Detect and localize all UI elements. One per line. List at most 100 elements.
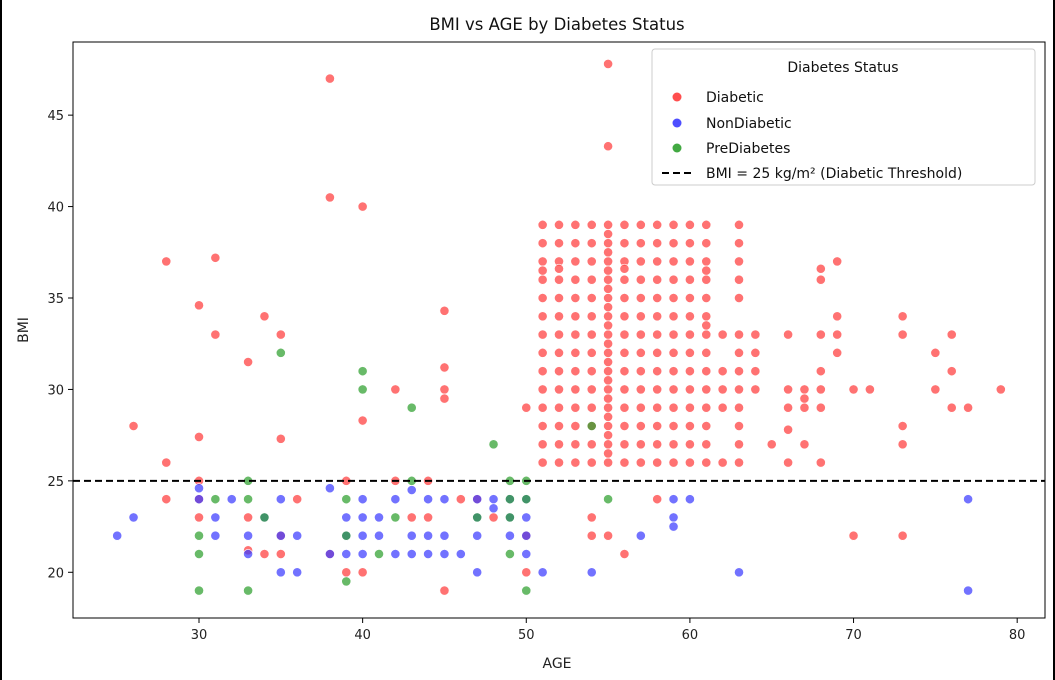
data-point-diabetic	[537, 347, 548, 358]
data-point-diabetic	[799, 393, 810, 404]
y-tick-label: 40	[47, 201, 64, 216]
data-point-diabetic	[652, 402, 663, 413]
data-point-diabetic	[194, 512, 204, 523]
data-point-diabetic	[652, 274, 663, 285]
data-point-diabetic	[897, 530, 908, 541]
data-point-diabetic	[439, 393, 450, 404]
data-point-diabetic	[701, 265, 712, 276]
data-point-diabetic	[603, 384, 613, 395]
data-point-diabetic	[243, 357, 253, 367]
data-point-diabetic	[635, 219, 646, 230]
data-point-prediabetes	[194, 549, 204, 559]
data-point-diabetic	[685, 329, 695, 340]
data-point-diabetic	[554, 384, 564, 395]
data-point-diabetic	[603, 347, 613, 358]
data-point-diabetic	[734, 421, 744, 431]
data-point-diabetic	[619, 421, 630, 431]
data-point-diabetic	[815, 384, 826, 395]
data-point-diabetic	[701, 329, 712, 340]
data-point-diabetic	[603, 430, 613, 441]
data-point-diabetic	[652, 494, 663, 505]
data-point-diabetic	[586, 274, 597, 285]
data-point-diabetic	[554, 347, 564, 358]
x-tick-label: 40	[354, 628, 371, 643]
data-point-diabetic	[554, 421, 564, 431]
data-point-nondiabetic	[275, 530, 286, 541]
data-point-diabetic	[701, 384, 712, 395]
data-point-nondiabetic	[292, 530, 303, 541]
data-point-diabetic	[750, 384, 761, 395]
data-point-diabetic	[783, 329, 793, 340]
data-point-diabetic	[619, 549, 630, 559]
data-point-nondiabetic	[226, 494, 237, 505]
data-point-diabetic	[357, 567, 368, 578]
data-point-diabetic	[635, 311, 646, 322]
data-point-diabetic	[554, 329, 564, 340]
data-point-diabetic	[554, 219, 564, 230]
data-point-prediabetes	[243, 585, 253, 596]
data-point-diabetic	[603, 357, 613, 367]
data-point-diabetic	[586, 384, 597, 395]
data-point-diabetic	[603, 59, 613, 69]
data-point-diabetic	[570, 384, 581, 395]
data-point-diabetic	[619, 219, 630, 230]
data-point-prediabetes	[374, 549, 384, 559]
data-point-diabetic	[292, 494, 303, 505]
data-point-diabetic	[586, 219, 597, 230]
data-point-diabetic	[701, 402, 712, 413]
data-point-diabetic	[194, 300, 204, 311]
data-point-diabetic	[537, 256, 548, 267]
data-point-diabetic	[586, 512, 597, 523]
points-layer	[112, 59, 1006, 596]
y-tick-label: 35	[47, 292, 64, 307]
data-point-nondiabetic	[357, 494, 368, 505]
data-point-diabetic	[570, 457, 581, 468]
data-point-diabetic	[603, 238, 613, 249]
data-point-diabetic	[815, 366, 826, 377]
data-point-diabetic	[635, 293, 646, 303]
data-point-diabetic	[570, 293, 581, 303]
data-point-diabetic	[668, 256, 679, 267]
data-point-diabetic	[619, 238, 630, 249]
data-point-nondiabetic	[521, 549, 532, 559]
data-point-nondiabetic	[210, 512, 221, 523]
data-point-diabetic	[832, 347, 843, 358]
data-point-prediabetes	[505, 512, 515, 523]
legend-marker-prediabetes	[672, 143, 682, 153]
data-point-diabetic	[603, 311, 613, 322]
data-point-diabetic	[832, 329, 843, 340]
data-point-diabetic	[668, 311, 679, 322]
data-point-diabetic	[946, 366, 957, 377]
data-point-diabetic	[537, 457, 548, 468]
data-point-diabetic	[652, 293, 663, 303]
data-point-diabetic	[635, 402, 646, 413]
data-point-diabetic	[619, 457, 630, 468]
data-point-diabetic	[586, 366, 597, 377]
data-point-diabetic	[701, 293, 712, 303]
data-point-nondiabetic	[357, 530, 368, 541]
data-point-diabetic	[734, 238, 744, 249]
data-point-diabetic	[946, 402, 957, 413]
data-point-diabetic	[897, 439, 908, 450]
data-point-diabetic	[554, 274, 564, 285]
data-point-diabetic	[554, 238, 564, 249]
data-point-diabetic	[488, 512, 499, 523]
data-point-diabetic	[521, 567, 532, 578]
data-point-nondiabetic	[194, 483, 204, 494]
data-point-prediabetes	[341, 494, 352, 505]
data-point-nondiabetic	[685, 494, 695, 505]
data-point-diabetic	[554, 366, 564, 377]
x-tick-label: 80	[1009, 628, 1026, 643]
data-point-diabetic	[668, 457, 679, 468]
data-point-diabetic	[521, 402, 532, 413]
data-point-diabetic	[586, 530, 597, 541]
data-point-diabetic	[259, 549, 270, 559]
data-point-nondiabetic	[455, 549, 466, 559]
data-point-diabetic	[701, 421, 712, 431]
data-point-diabetic	[603, 421, 613, 431]
data-point-diabetic	[161, 256, 172, 267]
data-point-nondiabetic	[423, 530, 433, 541]
data-point-diabetic	[766, 439, 777, 450]
data-point-prediabetes	[505, 494, 515, 505]
